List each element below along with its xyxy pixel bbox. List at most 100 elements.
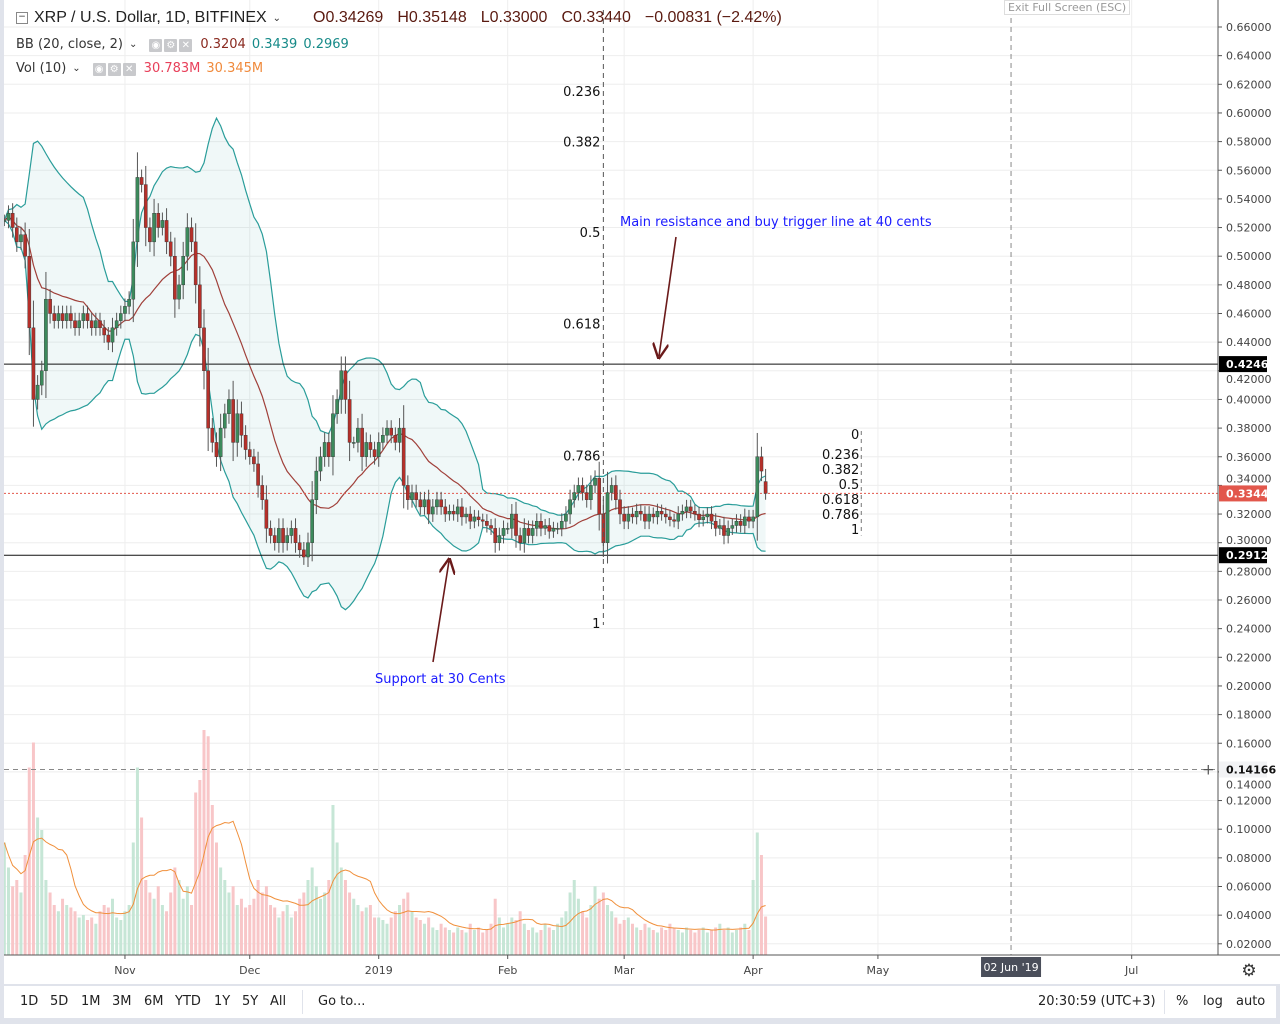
percent-toggle[interactable]: % (1176, 994, 1189, 1009)
vol-label[interactable]: Vol (10) (16, 61, 67, 76)
goto-button[interactable]: Go to... (318, 994, 366, 1009)
close-icon[interactable]: ✕ (179, 39, 193, 52)
candle-body (198, 284, 202, 329)
candle-body (277, 528, 281, 543)
auto-toggle[interactable]: auto (1236, 994, 1266, 1009)
time-tick-label: Nov (114, 964, 136, 977)
volume-bar (119, 920, 123, 955)
time-axis (4, 955, 1280, 984)
arrow-support (432, 561, 449, 663)
price-tick-label: 0.12000 (1226, 795, 1272, 808)
volume-bar (323, 892, 327, 955)
volume-bar (6, 867, 10, 955)
candle-body (672, 519, 676, 522)
price-tick-label: 0.08000 (1226, 852, 1272, 865)
candle-body (360, 427, 364, 457)
range-1d[interactable]: 1D (20, 994, 39, 1009)
volume-bar (31, 742, 35, 955)
price-tick-label: 0.28000 (1226, 565, 1272, 578)
range-all[interactable]: All (270, 994, 287, 1009)
candle-body (48, 298, 52, 314)
range-5y[interactable]: 5Y (242, 994, 259, 1009)
fib-level-label: 0.5 (839, 478, 860, 493)
volume-bar (264, 886, 268, 955)
eye-icon[interactable]: ◉ (92, 63, 106, 76)
volume-bar (547, 927, 551, 955)
gear-icon[interactable]: ⚙ (164, 39, 178, 52)
eye-icon[interactable]: ◉ (149, 39, 163, 52)
candle-body (526, 528, 531, 536)
volume-bar (539, 930, 543, 955)
settings-gear-icon[interactable]: ⚙ (1241, 961, 1256, 981)
volume-bar (65, 905, 69, 955)
candle-body (734, 521, 739, 526)
candle-body (351, 442, 356, 444)
clock-timezone[interactable]: 20:30:59 (UTC+3) (1038, 994, 1156, 1009)
candle-body (593, 478, 597, 486)
candle-body (530, 528, 535, 536)
candle-body (747, 516, 751, 522)
chevron-down-icon[interactable]: ⌄ (72, 63, 81, 74)
candle-body (705, 513, 710, 518)
chevron-down-icon[interactable]: ⌄ (128, 39, 138, 50)
price-tick-label: 0.46000 (1226, 308, 1272, 321)
bb-legend: BB (20, close, 2) ⌄ ◉ ⚙ ✕ 0.3204 0.3439 0.2… (16, 37, 349, 52)
candle-body (123, 306, 127, 314)
volume-bar (447, 930, 451, 955)
volume-bar (210, 805, 214, 955)
volume-bar (427, 917, 431, 955)
fib-level-label: 0.236 (822, 448, 859, 463)
candle-body (609, 485, 614, 493)
candle-body (381, 435, 385, 443)
price-tick-label: 0.36000 (1226, 451, 1272, 464)
fib-level-label: 1 (592, 617, 600, 632)
volume-bar (697, 930, 701, 955)
gear-icon[interactable]: ⚙ (107, 63, 121, 76)
candle-body (6, 213, 11, 221)
fib-level-label: 0.786 (563, 449, 600, 464)
fib-level-label: 0.5 (580, 226, 601, 241)
range-1m[interactable]: 1M (81, 994, 101, 1009)
arrow-resistance (659, 236, 677, 356)
candle-body (701, 516, 705, 520)
fib-level-label: 1 (851, 523, 859, 538)
candle-body (14, 227, 19, 243)
volume-bar (626, 917, 630, 955)
candle-body (64, 313, 69, 321)
volume-bar (710, 930, 714, 955)
volume-bar (764, 916, 768, 955)
symbol-title[interactable]: XRP / U.S. Dollar, 1D, BITFINEX (34, 9, 267, 26)
candle-body (755, 456, 760, 518)
candle-body (77, 320, 81, 329)
volume-bar (414, 917, 418, 955)
range-5d[interactable]: 5D (50, 994, 69, 1009)
volume-bar (160, 905, 164, 955)
chart-container[interactable]: 0.236 0.382 0.5 0.618 0.786 1 0 0.236 0.382 0.5 0.… (4, 0, 1280, 984)
volume-bar (40, 830, 44, 955)
volume-bar (273, 907, 277, 955)
line-price-tag: 0.29127 (1226, 549, 1276, 562)
volume-bar (601, 892, 605, 955)
range-6m[interactable]: 6M (144, 994, 164, 1009)
range-ytd[interactable]: YTD (175, 994, 201, 1009)
volume-bar (635, 927, 639, 955)
range-1y[interactable]: 1Y (214, 994, 231, 1009)
volume-bar (223, 880, 227, 955)
volume-bar (373, 917, 377, 955)
range-3m[interactable]: 3M (112, 994, 132, 1009)
volume-bar (110, 898, 114, 955)
collapse-icon[interactable]: − (16, 12, 28, 24)
price-tick-label: 0.18000 (1226, 709, 1272, 722)
line-price-tag: 0.42468 (1226, 358, 1276, 371)
close-icon[interactable]: ✕ (122, 63, 136, 76)
volume-bar (568, 892, 572, 955)
volume-bar (551, 930, 555, 955)
volume-bar (526, 930, 530, 955)
bb-label[interactable]: BB (20, close, 2) (16, 37, 123, 52)
price-chart[interactable]: 0.2360.3820.50.6180.786100.2360.3820.50.… (4, 0, 1280, 984)
log-toggle[interactable]: log (1203, 994, 1223, 1009)
volume-bar (73, 911, 77, 955)
chevron-down-icon[interactable]: ⌄ (272, 12, 282, 24)
candle-body (110, 327, 115, 343)
candle-body (285, 535, 290, 543)
